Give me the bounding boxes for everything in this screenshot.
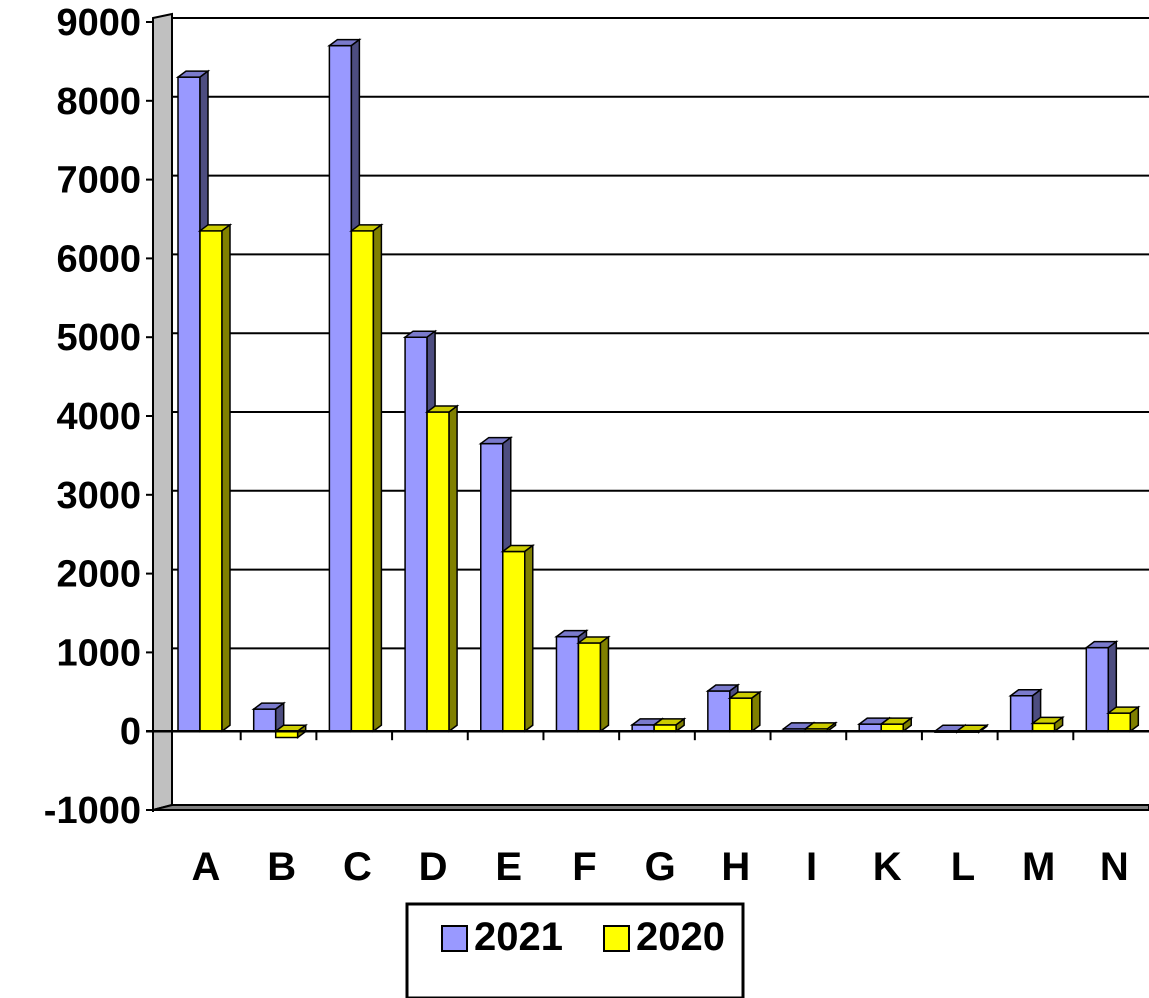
bar-2020-G (651, 717, 687, 733)
y-tick-label: 8000 (56, 81, 141, 123)
bar-2021-N (1084, 640, 1119, 733)
bar-2020-K (878, 716, 914, 733)
y-tick-label: 1000 (56, 632, 141, 674)
legend-label-2020: 2020 (636, 915, 725, 959)
legend: 2021 2020 (405, 902, 745, 998)
y-tick-label: 6000 (56, 238, 141, 280)
x-tick-label: L (951, 845, 975, 889)
y-tick-label: 2000 (56, 554, 141, 596)
legend-swatch-2020 (603, 925, 630, 952)
bar-2020-A (197, 223, 233, 733)
bar-2020-D (424, 404, 460, 733)
x-tick-label: F (572, 845, 596, 889)
bar-2020-C (349, 223, 384, 733)
bar-2020-H (727, 690, 763, 733)
x-tick-label: M (1022, 845, 1055, 889)
zero-line (146, 729, 1149, 741)
x-tick-label: C (343, 845, 372, 889)
x-tick-label: E (495, 845, 522, 889)
x-tick-label: D (419, 845, 448, 889)
x-tick-label: K (873, 845, 902, 889)
floor (152, 804, 1149, 811)
y-tick-label: 9000 (56, 2, 141, 44)
legend-swatch-2021 (441, 925, 468, 952)
bar-2020-B (273, 723, 308, 740)
x-tick-label: N (1100, 845, 1129, 889)
gridlines (172, 17, 1149, 650)
x-tick-label: G (645, 845, 676, 889)
bar-2020-F (576, 635, 611, 733)
bar-2021-B (251, 701, 286, 733)
x-tick-label: H (721, 845, 750, 889)
x-tick-label: A (192, 845, 221, 889)
bars (175, 38, 1141, 740)
x-tick-label: B (267, 845, 296, 889)
y-tick-label: 7000 (56, 160, 141, 202)
y-tick-label: 5000 (56, 317, 141, 359)
x-tick-label: I (806, 845, 817, 889)
bar-2020-E (500, 544, 536, 733)
bar-2020-M (1030, 715, 1065, 733)
bar-2020-N (1106, 705, 1141, 733)
y-tick-label: 3000 (56, 475, 141, 517)
y-tick-label: 0 (120, 711, 141, 753)
y-tick-label: 4000 (56, 396, 141, 438)
legend-label-2021: 2021 (474, 915, 563, 959)
y-axis-ticks: -1000 0 1000 2000 3000 4000 5000 6000 7000 8000 90… (44, 2, 153, 832)
left-wall (152, 12, 173, 812)
y-tick-label: -1000 (44, 790, 141, 832)
